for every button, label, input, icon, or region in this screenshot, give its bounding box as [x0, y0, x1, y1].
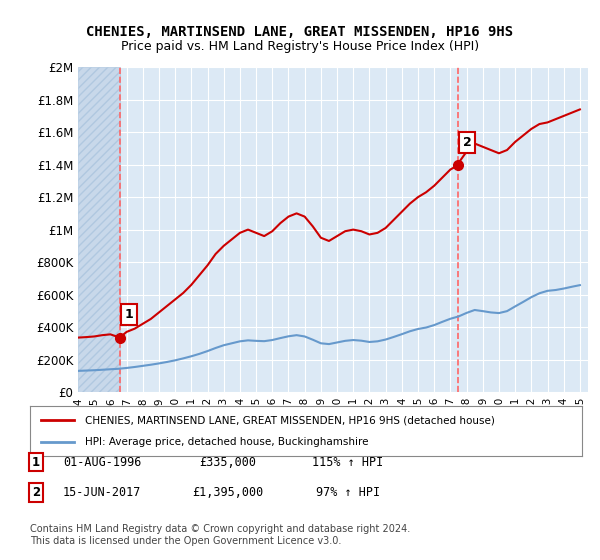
Text: 115% ↑ HPI: 115% ↑ HPI	[313, 455, 383, 469]
Text: Price paid vs. HM Land Registry's House Price Index (HPI): Price paid vs. HM Land Registry's House …	[121, 40, 479, 53]
Text: HPI: Average price, detached house, Buckinghamshire: HPI: Average price, detached house, Buck…	[85, 437, 368, 447]
Text: 15-JUN-2017: 15-JUN-2017	[63, 486, 141, 500]
Text: 2: 2	[32, 486, 40, 500]
Text: CHENIES, MARTINSEND LANE, GREAT MISSENDEN, HP16 9HS: CHENIES, MARTINSEND LANE, GREAT MISSENDE…	[86, 25, 514, 39]
Text: 2: 2	[463, 136, 471, 149]
Text: 97% ↑ HPI: 97% ↑ HPI	[316, 486, 380, 500]
Text: CHENIES, MARTINSEND LANE, GREAT MISSENDEN, HP16 9HS (detached house): CHENIES, MARTINSEND LANE, GREAT MISSENDE…	[85, 415, 495, 425]
Text: 1: 1	[32, 455, 40, 469]
Text: 01-AUG-1996: 01-AUG-1996	[63, 455, 141, 469]
Text: £1,395,000: £1,395,000	[193, 486, 263, 500]
Text: £335,000: £335,000	[199, 455, 257, 469]
Text: Contains HM Land Registry data © Crown copyright and database right 2024.
This d: Contains HM Land Registry data © Crown c…	[30, 524, 410, 546]
Text: 1: 1	[125, 308, 133, 321]
